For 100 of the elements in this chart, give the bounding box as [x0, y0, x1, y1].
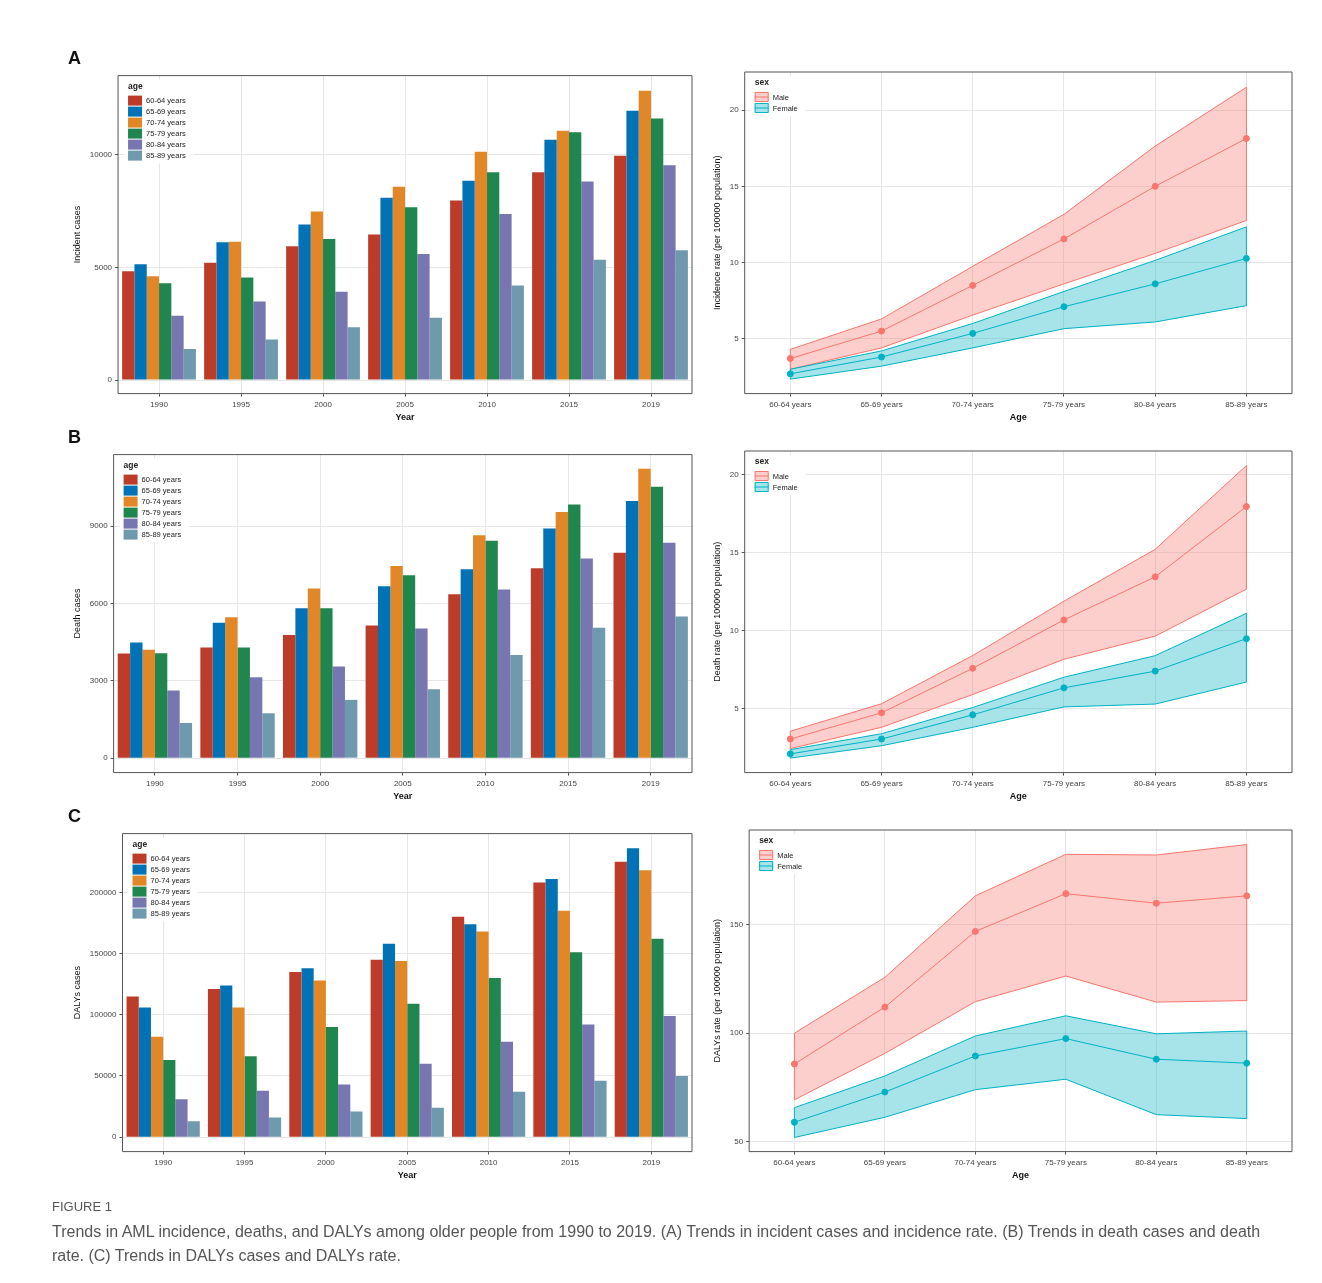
- bar: [614, 155, 627, 380]
- point: [971, 927, 979, 935]
- point: [786, 370, 794, 378]
- bar: [344, 699, 358, 758]
- bar: [513, 1091, 526, 1137]
- x-tick-label: 70-74 years: [951, 399, 994, 409]
- y-tick-label: 10000: [89, 149, 113, 159]
- point: [1060, 684, 1068, 692]
- bar: [450, 200, 463, 380]
- bar: [427, 689, 440, 758]
- bar: [301, 968, 314, 1137]
- chart-title: C: [68, 805, 81, 826]
- bar: [126, 996, 139, 1137]
- bar: [625, 501, 639, 758]
- bar: [415, 628, 428, 758]
- point: [881, 1003, 889, 1011]
- y-tick-label: 0: [112, 1132, 118, 1142]
- point: [1242, 254, 1250, 262]
- x-tick-label: 1995: [228, 778, 247, 788]
- x-tick-label: 2000: [316, 1157, 336, 1167]
- legend-title: sex: [759, 835, 774, 846]
- bar: [500, 1041, 514, 1137]
- bar: [237, 647, 250, 758]
- x-tick-label: 2015: [560, 399, 579, 409]
- y-tick-label: 3000: [89, 675, 109, 685]
- y-axis-title: DALYs cases: [71, 965, 82, 1020]
- bar: [256, 1090, 269, 1137]
- bar: [171, 315, 184, 380]
- legend-title: age: [128, 80, 143, 91]
- bar: [464, 924, 477, 1137]
- bar: [499, 214, 512, 380]
- point: [1151, 182, 1159, 190]
- bar: [510, 654, 523, 758]
- x-tick-label: 2005: [398, 1157, 417, 1167]
- point: [969, 329, 977, 337]
- bar: [556, 130, 570, 380]
- y-tick-label: 20: [729, 105, 740, 115]
- x-tick-label: 75-79 years: [1042, 399, 1086, 409]
- x-tick-label: 2000: [314, 399, 333, 409]
- bar: [244, 1056, 257, 1137]
- bar: [200, 647, 213, 758]
- bar: [187, 1121, 200, 1137]
- bar: [476, 931, 489, 1137]
- bar: [307, 588, 321, 758]
- bar: [569, 952, 583, 1137]
- bar: [179, 723, 193, 758]
- point: [786, 735, 794, 743]
- x-tick-label: 2019: [641, 778, 661, 788]
- x-tick-label: 2019: [642, 399, 661, 409]
- legend-title: sex: [754, 77, 770, 88]
- point: [878, 327, 886, 335]
- point: [1060, 235, 1068, 243]
- bar: [497, 589, 511, 758]
- bar: [417, 254, 430, 380]
- legend-title: age: [132, 838, 148, 849]
- x-axis-title: Age: [1012, 1170, 1030, 1181]
- x-tick-label: 60-64 years: [773, 1157, 816, 1167]
- x-axis-title: Age: [1009, 791, 1027, 802]
- x-tick-label: 2000: [311, 778, 330, 788]
- bar: [335, 291, 348, 380]
- bar: [593, 259, 606, 380]
- bar: [638, 468, 651, 758]
- point: [878, 709, 886, 717]
- y-tick-label: 200000: [89, 887, 118, 897]
- point: [878, 735, 886, 743]
- x-axis-title: Age: [1009, 412, 1027, 423]
- x-tick-label: 75-79 years: [1044, 1157, 1087, 1167]
- bar: [232, 1007, 245, 1137]
- x-tick-label: 70-74 years: [951, 778, 994, 788]
- text: Trends in AML incidence, deaths, and DALYs among older people from 1990 to 2019. (A) Trends in incident cases and incidence rate. (B) Trends in death cases and death rate. (C) Trends in DALYs cases and DALYs rate.: [52, 1222, 1262, 1266]
- x-tick-label: 80-84 years: [1134, 778, 1177, 788]
- bar: [614, 861, 627, 1137]
- y-tick-label: 0: [107, 375, 113, 385]
- bar: [220, 985, 233, 1137]
- legend-title: sex: [754, 456, 770, 467]
- bar: [347, 327, 360, 380]
- y-axis-title: DALYs rate (per 100000 population): [711, 919, 722, 1063]
- x-tick-label: 65-69 years: [860, 399, 903, 409]
- x-tick-label: 2010: [476, 778, 495, 788]
- bar: [142, 649, 155, 758]
- bar: [675, 250, 688, 380]
- y-tick-label: 6000: [89, 598, 109, 608]
- chart-title: A: [68, 47, 81, 68]
- y-tick-label: 5: [734, 333, 740, 343]
- x-tick-label: 2015: [559, 778, 578, 788]
- bar: [581, 181, 594, 380]
- x-tick-label: 1990: [150, 399, 169, 409]
- y-axis-title: Incidence rate (per 100000 population): [711, 155, 722, 311]
- bar: [249, 677, 263, 758]
- bar: [320, 608, 333, 758]
- point: [881, 1088, 889, 1096]
- x-axis-title: Year: [393, 791, 413, 802]
- x-tick-label: 65-69 years: [863, 1157, 906, 1167]
- bar: [175, 1099, 188, 1137]
- x-axis-title: Year: [397, 1170, 418, 1181]
- bar: [268, 1117, 282, 1137]
- bar: [253, 301, 266, 380]
- bar: [530, 568, 544, 758]
- y-tick-label: 10: [729, 257, 740, 267]
- point: [1152, 1055, 1160, 1063]
